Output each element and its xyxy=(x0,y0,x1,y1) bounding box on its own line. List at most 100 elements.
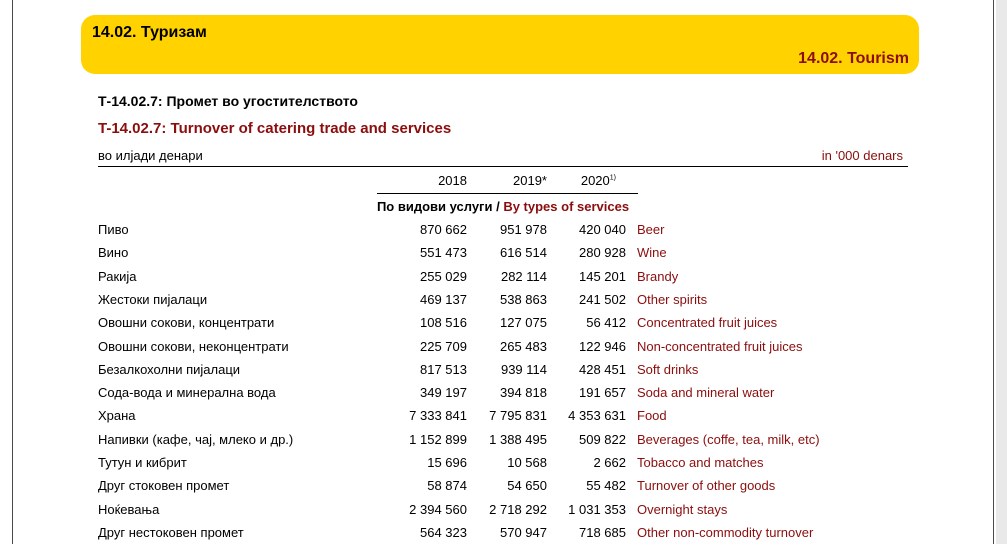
value-2018: 469 137 xyxy=(420,291,467,307)
value-2018: 58 874 xyxy=(427,478,467,494)
value-2020: 2 662 xyxy=(593,455,626,470)
table-title-mk: Т-14.02.7: Промет во угостителството xyxy=(98,93,358,109)
value-2018: 7 333 841 xyxy=(409,408,467,424)
value-2018: 1 152 899 xyxy=(409,431,467,447)
row-label-en: Beverages (coffe, tea, milk, etc) xyxy=(637,431,820,447)
row-label-en: Turnover of other goods xyxy=(637,478,776,494)
value-2020: 428 451 xyxy=(579,361,626,377)
row-label-mk: Тутун и кибрит xyxy=(98,455,187,470)
value-2019: 127 075 xyxy=(500,315,547,331)
section-heading-en: By types of services xyxy=(503,199,630,214)
table-row: Храна 7 333 841 7 795 831 4 353 631 Food xyxy=(0,408,1007,431)
row-label-mk: Вино xyxy=(98,245,129,261)
unit-label-mk: во илјади денари xyxy=(98,148,203,163)
value-2018: 564 323 xyxy=(420,524,467,540)
table-row: Тутун и кибрит 15 696 10 568 2 662 Tobacco a… xyxy=(0,455,1007,478)
row-label-en: Brandy xyxy=(637,268,679,284)
value-2019: 951 978 xyxy=(500,222,547,237)
value-2019: 570 947 xyxy=(500,524,547,540)
year-header-2019: 2019* xyxy=(513,173,547,188)
year-header-2020: 20201) xyxy=(536,173,616,188)
chapter-banner: 14.02. Туризам 14.02. Tourism xyxy=(81,15,919,74)
table-row: Безалкохолни пијалаци 817 513 939 114 428 4… xyxy=(0,362,1007,385)
unit-label-en: in '000 denars xyxy=(821,148,903,163)
value-2018: 817 513 xyxy=(420,361,467,377)
section-heading-mk: По видови услуги / xyxy=(376,199,500,214)
value-2020: 718 685 xyxy=(579,524,626,540)
row-label-mk: Друг стоковен промет xyxy=(98,478,230,494)
row-label-mk: Пиво xyxy=(98,222,129,237)
row-label-mk: Ракија xyxy=(98,268,137,284)
table-row: Напивки (кафе, чај, млеко и др.) 1 152 89… xyxy=(0,432,1007,455)
value-2020: 145 201 xyxy=(579,268,626,284)
value-2019: 10 568 xyxy=(507,455,547,470)
table-top-rule xyxy=(98,166,908,167)
value-2018: 349 197 xyxy=(420,385,467,401)
value-2019: 1 388 495 xyxy=(489,431,547,447)
value-2019: 282 114 xyxy=(500,268,547,284)
value-2018: 15 696 xyxy=(427,455,467,470)
row-label-en: Wine xyxy=(637,245,667,261)
value-2019: 265 483 xyxy=(500,338,547,354)
table-row: Пиво 870 662 951 978 420 040 Beer xyxy=(0,222,1007,245)
table-row: Жестоки пијалаци 469 137 538 863 241 502 Oth… xyxy=(0,292,1007,315)
row-label-mk: Друг нестоковен промет xyxy=(98,524,244,540)
row-label-mk: Напивки (кафе, чај, млеко и др.) xyxy=(98,431,294,447)
row-label-en: Beer xyxy=(637,222,665,237)
value-2019: 2 718 292 xyxy=(489,501,547,517)
page-right-border xyxy=(993,0,994,544)
row-label-mk: Овошни сокови, концентрати xyxy=(98,315,275,331)
year-header-2020-label: 2020 xyxy=(580,173,610,188)
value-2018: 870 662 xyxy=(420,222,467,237)
value-2020: 1 031 353 xyxy=(568,501,626,517)
row-label-en: Overnight stays xyxy=(637,501,728,517)
row-label-mk: Безалкохолни пијалаци xyxy=(98,361,241,377)
page-right-gutter xyxy=(996,0,1007,544)
row-label-en: Soda and mineral water xyxy=(637,385,775,401)
value-2020: 4 353 631 xyxy=(568,408,626,424)
table-row: Друг нестоковен промет 564 323 570 947 718 … xyxy=(0,525,1007,548)
row-label-en: Concentrated fruit juices xyxy=(637,315,778,331)
page-left-border xyxy=(12,0,13,544)
value-2020: 280 928 xyxy=(579,245,626,261)
value-2019: 616 514 xyxy=(500,245,547,261)
chapter-title-en: 14.02. Tourism xyxy=(798,50,909,67)
value-2019: 7 795 831 xyxy=(489,408,547,424)
value-2020: 56 412 xyxy=(586,315,626,331)
table-row: Сода-вода и минерална вода 349 197 394 818… xyxy=(0,385,1007,408)
value-2019: 939 114 xyxy=(500,361,547,377)
table-row: Вино 551 473 616 514 280 928 Wine xyxy=(0,245,1007,268)
row-label-mk: Храна xyxy=(98,408,136,424)
row-label-en: Tobacco and matches xyxy=(637,455,764,470)
value-2020: 122 946 xyxy=(579,338,626,354)
table-row: Овошни сокови, концентрати 108 516 127 075… xyxy=(0,315,1007,338)
row-label-en: Soft drinks xyxy=(637,361,699,377)
table-row: Ноќевања 2 394 560 2 718 292 1 031 353 Overn… xyxy=(0,502,1007,525)
value-2019: 538 863 xyxy=(500,291,547,307)
row-label-mk: Ноќевања xyxy=(98,501,160,517)
year-header-rule xyxy=(377,193,638,194)
table-row: Ракија 255 029 282 114 145 201 Brandy xyxy=(0,269,1007,292)
value-2020: 191 657 xyxy=(579,385,626,401)
table-row: Друг стоковен промет 58 874 54 650 55 482 Tu… xyxy=(0,478,1007,501)
year-2020-footnote-mark: 1) xyxy=(609,174,616,182)
row-label-en: Food xyxy=(637,408,667,424)
year-header-2018: 2018 xyxy=(438,173,467,188)
row-label-mk: Овошни сокови, неконцентрати xyxy=(98,338,289,354)
value-2019: 54 650 xyxy=(507,478,547,494)
value-2020: 420 040 xyxy=(579,222,626,237)
row-label-en: Other non-commodity turnover xyxy=(637,524,814,540)
value-2018: 108 516 xyxy=(420,315,467,331)
row-label-en: Non-concentrated fruit juices xyxy=(637,338,803,354)
table-title-en: T-14.02.7: Turnover of catering trade an… xyxy=(98,120,452,137)
value-2020: 509 822 xyxy=(579,431,626,447)
row-label-mk: Сода-вода и минерална вода xyxy=(98,385,276,401)
value-2019: 394 818 xyxy=(500,385,547,401)
chapter-title-mk: 14.02. Туризам xyxy=(92,24,207,41)
section-heading: По видови услуги / By types of services xyxy=(98,199,908,214)
row-label-en: Other spirits xyxy=(637,291,708,307)
table-row: Овошни сокови, неконцентрати 225 709 265 4… xyxy=(0,339,1007,362)
value-2018: 551 473 xyxy=(420,245,467,261)
value-2018: 225 709 xyxy=(420,338,467,354)
row-label-mk: Жестоки пијалаци xyxy=(98,291,208,307)
